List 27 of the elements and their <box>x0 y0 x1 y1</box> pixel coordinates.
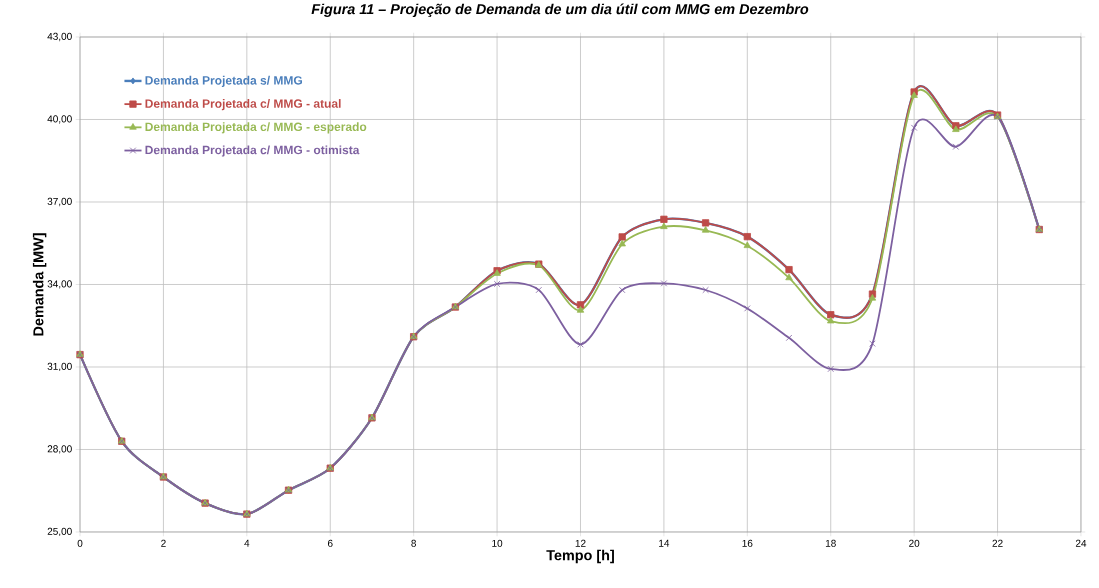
y-tick-label: 34,00 <box>47 280 72 289</box>
legend-label: Demanda Projetada c/ MMG - atual <box>145 99 341 111</box>
x-tick-label: 24 <box>1075 539 1087 547</box>
y-axis-title: Demanda [MW] <box>32 233 47 336</box>
y-tick-label: 25,00 <box>47 527 72 537</box>
x-tick-label: 2 <box>161 539 166 547</box>
legend-label: Demanda Projetada c/ MMG - esperado <box>145 122 367 134</box>
x-tick-label: 16 <box>742 539 753 547</box>
x-tick-label: 0 <box>77 539 83 547</box>
y-tick-label: 40,00 <box>47 115 72 124</box>
y-tick-label: 43,00 <box>47 32 72 42</box>
x-tick-label: 18 <box>825 539 836 547</box>
x-tick-label: 10 <box>492 539 503 547</box>
x-tick-label: 4 <box>244 539 250 547</box>
x-tick-label: 6 <box>327 539 333 547</box>
legend-label: Demanda Projetada c/ MMG - otimista <box>145 145 360 157</box>
y-tick-label: 28,00 <box>47 445 72 454</box>
x-tick-label: 20 <box>909 539 920 547</box>
x-axis-title: Tempo [h] <box>546 549 614 564</box>
y-tick-label: 31,00 <box>47 362 72 372</box>
x-tick-label: 14 <box>659 539 670 547</box>
y-tick-label: 37,00 <box>47 197 72 207</box>
chart-title: Figura 11 – Projeção de Demanda de um dia útil com MMG em Dezembro <box>311 3 809 18</box>
legend-label: Demanda Projetada s/ MMG <box>145 75 302 88</box>
x-tick-label: 22 <box>992 539 1003 547</box>
x-tick-label: 8 <box>411 539 417 547</box>
x-tick-label: 12 <box>575 539 586 547</box>
